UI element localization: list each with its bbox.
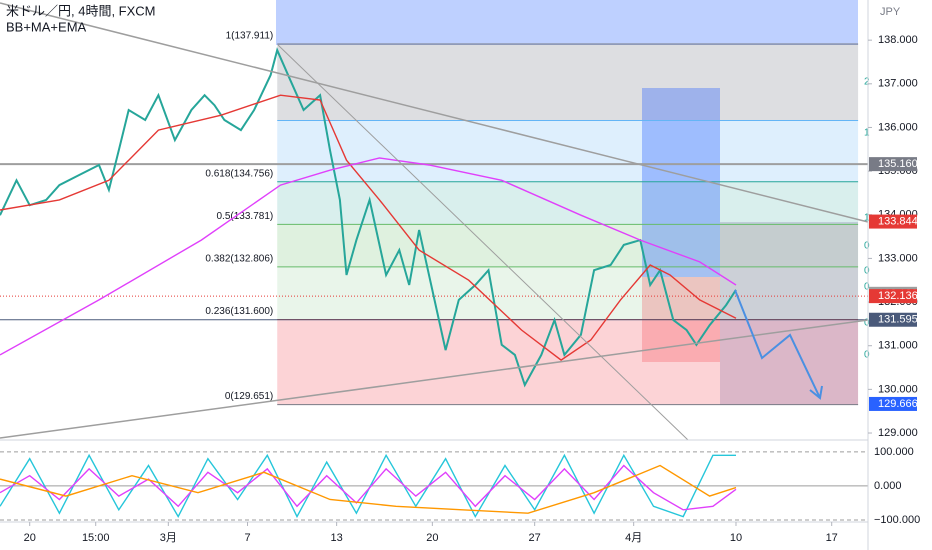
edge-label: 0 — [864, 266, 870, 277]
y-tick-label: −100.000 — [874, 514, 920, 526]
price-label-box — [869, 289, 917, 304]
series-line — [0, 464, 737, 514]
fib-label: 0.618(134.756) — [205, 168, 273, 179]
arrow-head — [809, 385, 823, 400]
fib-band — [277, 319, 859, 405]
x-tick-label: 3月 — [160, 532, 177, 544]
edge-label: 0 — [864, 282, 870, 293]
main-pane: 1(137.911) 0.618(134.756) 0.5(133.781) 0.38… — [0, 31, 870, 406]
x-tick-label: 7 — [244, 532, 250, 544]
edge-label: 0 — [864, 318, 870, 329]
oscillator-pane — [0, 451, 868, 521]
fib-bands — [277, 44, 859, 405]
x-tick-label: 20 — [24, 532, 36, 544]
projection-arrow — [734, 289, 821, 399]
edge-label: 1 — [864, 128, 870, 139]
x-tick-label: 4月 — [625, 532, 642, 544]
y-tick-label: 137.000 — [878, 78, 918, 90]
y-tick-label: 0.000 — [874, 480, 902, 492]
fib-band — [277, 44, 859, 121]
series-line — [0, 94, 737, 361]
series-line — [0, 157, 737, 356]
price-label: 131.595 — [878, 314, 918, 326]
x-tick-label: 13 — [331, 532, 343, 544]
price-label-box — [869, 396, 917, 411]
y-tick-label: 130.000 — [878, 383, 918, 395]
fib-label: 0.382(132.806) — [205, 254, 273, 265]
fib-band — [277, 224, 859, 267]
y-tick-label: 138.000 — [878, 34, 918, 46]
fib-label: 0.236(131.600) — [205, 306, 273, 317]
edge-label: 0 — [864, 241, 870, 252]
series-line — [0, 464, 737, 511]
price-label-box — [869, 312, 917, 327]
price-axis: 138.000137.000136.000135.000134.000133.0… — [24, 34, 921, 544]
fib-band — [277, 266, 859, 320]
price-label: 133.844 — [878, 215, 918, 227]
chart-title: 米ドル／円, 4時間, FXCM — [6, 3, 156, 18]
fib-label: 0.5(133.781) — [217, 211, 274, 222]
edge-label: 1 — [864, 213, 870, 224]
edge-label: 0 — [864, 350, 870, 361]
target-box — [642, 88, 720, 277]
y-tick-label: 131.000 — [878, 340, 918, 352]
price-label: 135.160 — [878, 158, 918, 170]
y-tick-label: 133.000 — [878, 252, 918, 264]
x-tick-label: 27 — [529, 532, 541, 544]
price-label: 132.136 — [878, 290, 918, 302]
range-box — [720, 222, 858, 405]
price-label-box — [869, 214, 917, 229]
x-tick-label: 10 — [730, 532, 742, 544]
fib-band — [277, 120, 859, 182]
y-tick-label: 129.000 — [878, 427, 918, 439]
trend-line — [0, 2, 869, 223]
price-label: 129.666 — [878, 398, 918, 410]
x-tick-label: 17 — [826, 532, 838, 544]
fib-top-band — [276, 0, 858, 45]
x-tick-label: 15:00 — [82, 532, 110, 544]
trend-line — [0, 319, 869, 439]
x-tick-label: 20 — [426, 532, 438, 544]
price-label-box — [869, 157, 917, 172]
edge-label: 2 — [864, 77, 870, 88]
fib-label: 0(129.651) — [225, 391, 273, 402]
y-tick-label: 136.000 — [878, 121, 918, 133]
trend-line — [277, 44, 689, 441]
currency: JPY — [880, 6, 901, 18]
fib-label: 1(137.911) — [226, 31, 274, 42]
chart-subtitle: BB+MA+EMA — [6, 19, 87, 34]
series-line — [0, 47, 737, 388]
series-line — [0, 453, 736, 519]
y-tick-label: 100.000 — [874, 446, 914, 458]
